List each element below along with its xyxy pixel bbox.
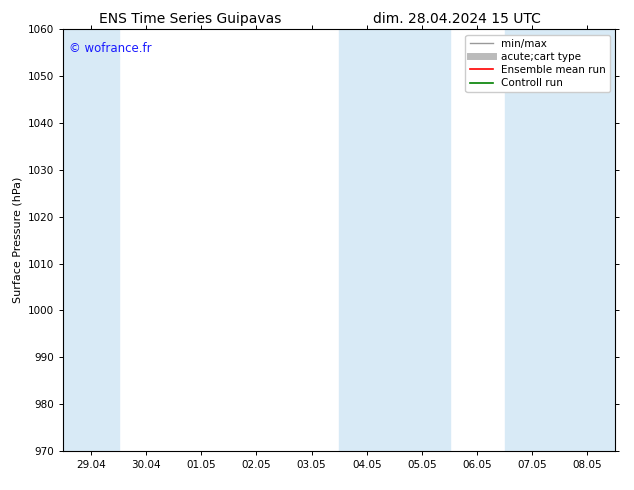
Bar: [63, 29, 119, 451]
Text: ENS Time Series Guipavas: ENS Time Series Guipavas: [99, 12, 281, 26]
Legend: min/max, acute;cart type, Ensemble mean run, Controll run: min/max, acute;cart type, Ensemble mean …: [465, 35, 610, 92]
Bar: [505, 29, 615, 451]
Text: dim. 28.04.2024 15 UTC: dim. 28.04.2024 15 UTC: [373, 12, 540, 26]
Y-axis label: Surface Pressure (hPa): Surface Pressure (hPa): [13, 177, 23, 303]
Text: © wofrance.fr: © wofrance.fr: [69, 42, 152, 55]
Bar: [339, 29, 450, 451]
